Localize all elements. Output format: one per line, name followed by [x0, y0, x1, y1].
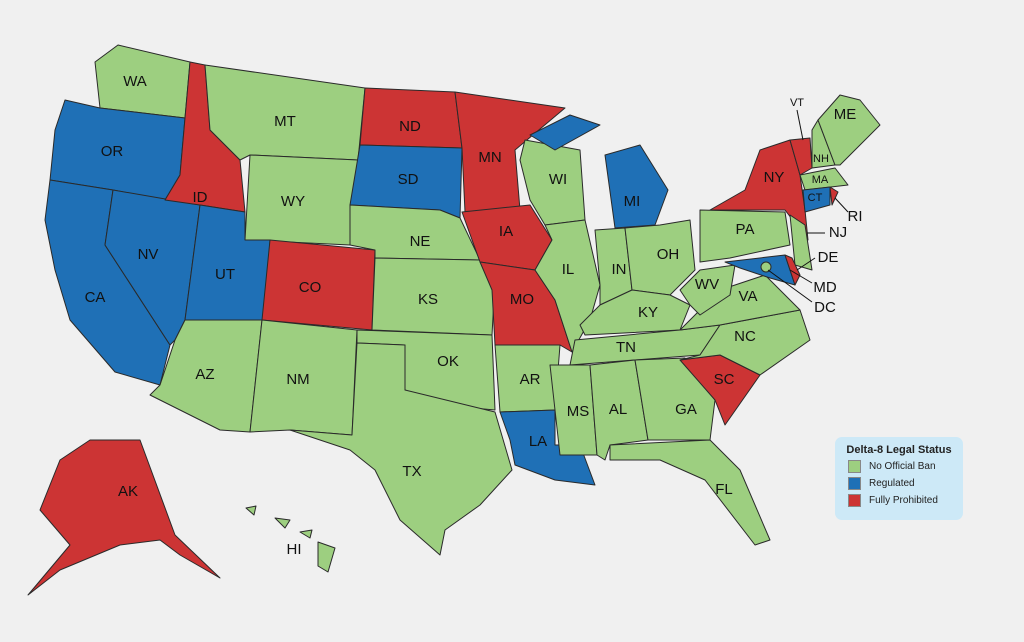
state-mi — [604, 144, 669, 229]
leader-line-dc — [767, 269, 813, 303]
state-hi — [299, 529, 313, 539]
state-label-ky: KY — [638, 304, 658, 321]
state-mi — [529, 114, 601, 151]
state-me — [817, 94, 881, 166]
state-label-nj: NJ — [829, 224, 847, 241]
swatch — [848, 494, 861, 507]
state-label-md: MD — [813, 279, 836, 296]
state-label-sc: SC — [714, 371, 735, 388]
state-label-in: IN — [612, 261, 627, 278]
state-label-al: AL — [609, 401, 627, 418]
state-label-mo: MO — [510, 291, 534, 308]
swatch — [848, 477, 861, 490]
state-label-ne: NE — [410, 233, 431, 250]
state-label-wy: WY — [281, 193, 305, 210]
state-label-ok: OK — [437, 353, 459, 370]
leader-line-md — [789, 269, 813, 284]
state-label-tx: TX — [402, 463, 421, 480]
legend: Delta-8 Legal Status No Official Ban Reg… — [835, 437, 963, 520]
state-label-pa: PA — [736, 221, 755, 238]
state-label-ca: CA — [85, 289, 106, 306]
state-label-dc: DC — [814, 299, 836, 316]
state-label-ga: GA — [675, 401, 697, 418]
state-label-id: ID — [193, 189, 208, 206]
state-label-il: IL — [562, 261, 575, 278]
state-label-co: CO — [299, 279, 322, 296]
state-label-ms: MS — [567, 403, 590, 420]
leader-line-ri — [834, 197, 849, 213]
state-hi — [317, 541, 336, 573]
state-label-mn: MN — [478, 149, 501, 166]
state-ga — [634, 357, 716, 441]
state-label-me: ME — [834, 106, 857, 123]
state-de — [784, 254, 801, 286]
state-mn — [454, 91, 566, 213]
state-label-ct: CT — [808, 192, 823, 204]
state-label-mi: MI — [624, 193, 641, 210]
legend-item-no-ban: No Official Ban — [848, 460, 963, 473]
state-il — [534, 219, 601, 353]
state-tx — [289, 342, 513, 556]
leader-line-de — [796, 257, 816, 271]
legend-title: Delta-8 Legal Status — [846, 444, 952, 456]
state-label-nd: ND — [399, 118, 421, 135]
state-label-or: OR — [101, 143, 124, 160]
legend-label: Fully Prohibited — [869, 495, 938, 506]
leader-line-vt — [796, 109, 804, 141]
state-label-nm: NM — [286, 371, 309, 388]
state-ky — [579, 289, 691, 336]
state-label-nh: NH — [813, 153, 829, 165]
state-label-ak: AK — [118, 483, 138, 500]
state-label-hi: HI — [287, 541, 302, 558]
state-label-ri: RI — [848, 208, 863, 225]
state-label-nv: NV — [138, 246, 159, 263]
state-label-ut: UT — [215, 266, 235, 283]
swatch — [848, 460, 861, 473]
state-label-mt: MT — [274, 113, 296, 130]
state-la — [499, 409, 596, 486]
state-label-ny: NY — [764, 169, 785, 186]
legend-label: Regulated — [869, 478, 915, 489]
state-label-ma: MA — [812, 174, 829, 186]
state-label-wi: WI — [549, 171, 567, 188]
state-label-oh: OH — [657, 246, 680, 263]
state-ms — [549, 364, 598, 456]
state-fl — [609, 439, 771, 546]
state-pa — [699, 209, 791, 263]
state-wv — [679, 264, 736, 316]
state-label-vt: VT — [790, 97, 804, 109]
legend-item-regulated: Regulated — [848, 477, 963, 490]
state-dc — [760, 261, 772, 273]
state-label-ia: IA — [499, 223, 513, 240]
state-ct — [802, 186, 831, 213]
state-label-ks: KS — [418, 291, 438, 308]
state-ri — [829, 186, 839, 206]
state-nj — [789, 214, 813, 271]
state-label-de: DE — [818, 249, 839, 266]
state-label-fl: FL — [715, 481, 733, 498]
state-label-sd: SD — [398, 171, 419, 188]
state-label-ar: AR — [520, 371, 541, 388]
legend-item-prohibited: Fully Prohibited — [848, 494, 963, 507]
state-hi — [274, 517, 291, 529]
state-label-tn: TN — [616, 339, 636, 356]
legend-label: No Official Ban — [869, 461, 936, 472]
state-label-az: AZ — [195, 366, 214, 383]
state-ak — [27, 439, 221, 596]
state-hi — [245, 505, 257, 516]
state-ma — [799, 167, 849, 191]
state-label-nc: NC — [734, 328, 756, 345]
state-label-va: VA — [739, 288, 758, 305]
state-label-wv: WV — [695, 276, 719, 293]
state-label-wa: WA — [123, 73, 147, 90]
state-label-la: LA — [529, 433, 547, 450]
